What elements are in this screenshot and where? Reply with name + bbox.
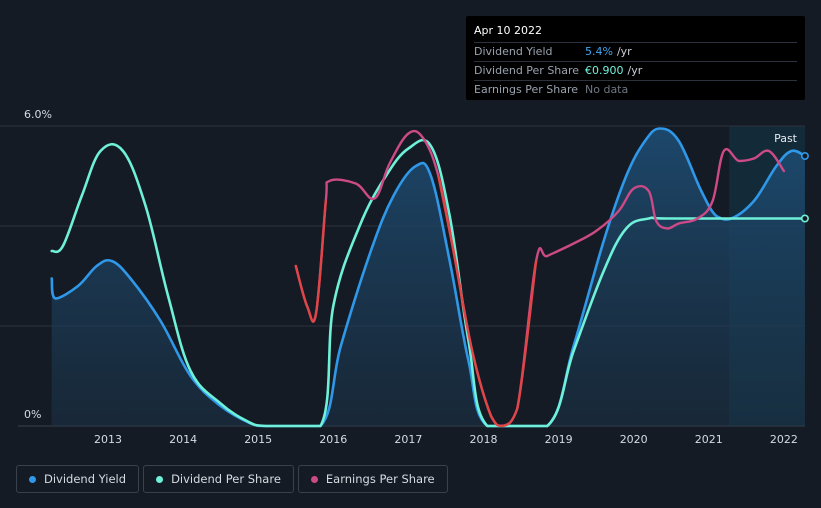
legend-dividend-per-share[interactable]: Dividend Per Share [143,465,294,493]
dividend-yield-end-marker [800,152,809,161]
tooltip-row-dividend-yield: Dividend Yield 5.4% /yr [474,42,797,61]
legend-dividend-yield[interactable]: Dividend Yield [16,465,140,493]
x-tick-label: 2014 [169,433,197,446]
dividend-per-share-end-marker [800,214,809,223]
dividend-yield-line [50,127,807,428]
legend-dot-icon [156,475,164,483]
x-tick-label: 2021 [695,433,723,446]
chart-legend: Dividend Yield Dividend Per Share Earnin… [16,465,448,493]
x-tick-label: 2022 [770,433,798,446]
legend-label: Dividend Per Share [171,472,281,486]
legend-earnings-per-share[interactable]: Earnings Per Share [297,465,448,493]
x-tick-label: 2013 [94,433,122,446]
y-tick-label-top: 6.0% [24,108,52,121]
past-label: Past [774,132,798,145]
legend-label: Earnings Per Share [325,472,435,486]
tooltip-value: €0.900 [585,64,624,77]
x-tick-label: 2018 [470,433,498,446]
series-end-markers [800,152,809,223]
dividend-per-share-line [50,138,807,428]
earnings-per-share-decline-segment [437,174,538,428]
earnings-per-share-decline-segment [294,199,327,323]
y-tick-label-bottom: 0% [24,408,41,421]
tooltip-value: 5.4% [585,45,613,58]
tooltip-unit: /yr [616,45,632,58]
x-tick-label: 2020 [620,433,648,446]
tooltip-unit: /yr [627,64,643,77]
x-tick-label: 2015 [244,433,272,446]
tooltip-label: Dividend Per Share [474,64,580,77]
tooltip-row-earnings-per-share: Earnings Per Share No data [474,80,797,99]
tooltip-label: Earnings Per Share [474,83,579,96]
axis-labels: 6.0% 0% 2013 2014 2015 2016 2017 2018 2019 2020 20… [24,108,798,446]
legend-dot-icon [29,475,36,483]
series-lines [50,127,807,428]
x-tick-label: 2016 [319,433,347,446]
x-tick-label: 2019 [545,433,573,446]
tooltip-label: Dividend Yield [474,45,553,58]
tooltip-value: No data [585,83,629,96]
tooltip-row-dividend-per-share: Dividend Per Share €0.900 /yr [474,61,797,80]
legend-label: Dividend Yield [44,472,127,486]
x-tick-label: 2017 [394,433,422,446]
hover-tooltip: Apr 10 2022 Dividend Yield 5.4% /yr Divi… [466,16,805,100]
legend-dot-icon [310,475,318,483]
tooltip-date: Apr 10 2022 [474,24,543,37]
